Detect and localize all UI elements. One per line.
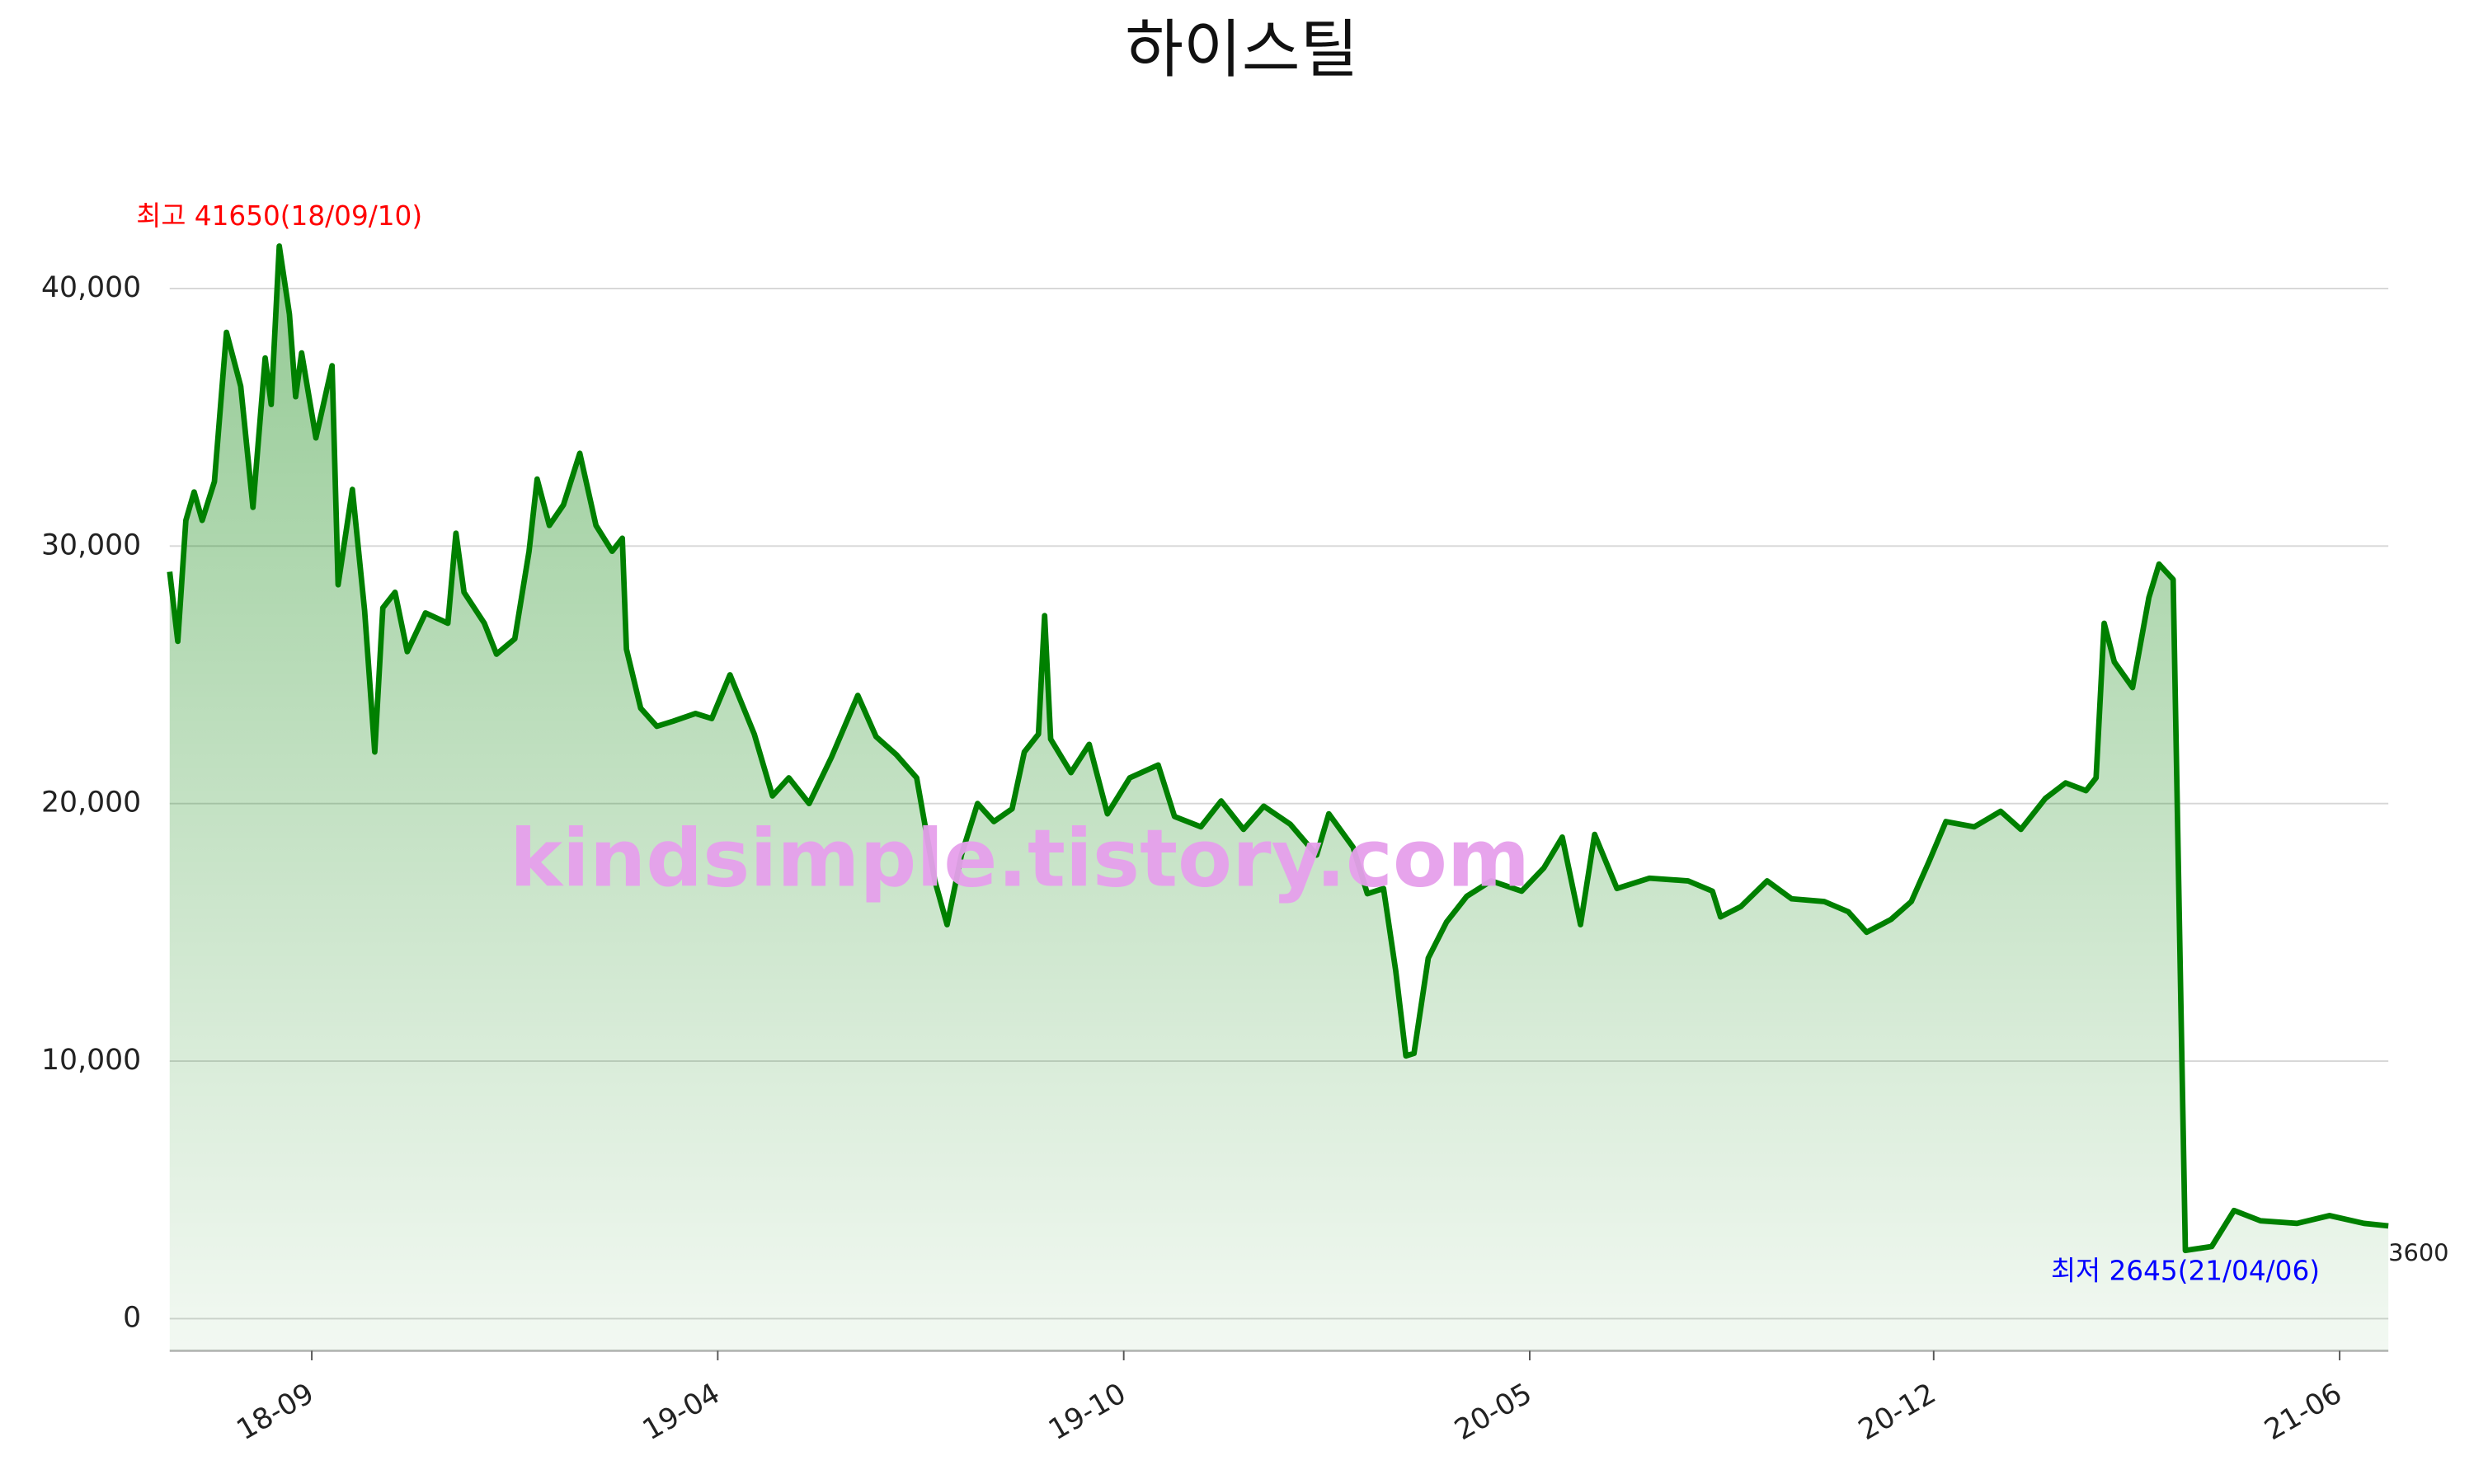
line <box>167 243 2389 1254</box>
x-tick-label: 19-04 <box>637 1377 726 1447</box>
y-tick-label: 10,000 <box>41 1044 141 1077</box>
x-tick-label: 19-10 <box>1043 1377 1131 1447</box>
area <box>169 246 2389 1351</box>
last-value-label: 3600 <box>2388 1239 2448 1267</box>
annotation: 최저 2645(21/04/06) <box>2051 1256 2320 1287</box>
y-tick-label: 20,000 <box>41 787 141 819</box>
watermark: kindsimple.tistory.com <box>510 812 1530 904</box>
x-tick-label: 18-09 <box>231 1377 319 1447</box>
x-tick-label: 21-06 <box>2259 1377 2347 1447</box>
x-tick-label: 20-05 <box>1449 1377 1537 1447</box>
y-tick-label: 0 <box>123 1301 141 1334</box>
x-tick-label: 20-12 <box>1853 1377 1941 1447</box>
y-tick-label: 30,000 <box>41 528 141 561</box>
chart-title: 하이스틸 <box>1125 13 1358 87</box>
y-tick-label: 40,000 <box>41 271 141 304</box>
annotation: 최고 41650(18/09/10) <box>136 200 422 232</box>
